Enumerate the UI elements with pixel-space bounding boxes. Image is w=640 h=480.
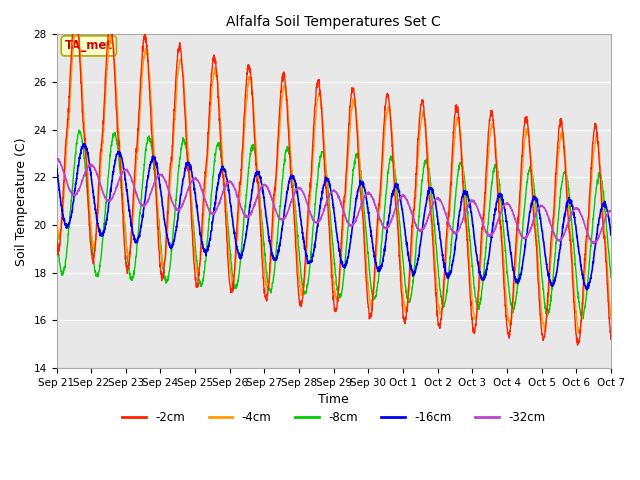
- Y-axis label: Soil Temperature (C): Soil Temperature (C): [15, 137, 28, 265]
- Legend: -2cm, -4cm, -8cm, -16cm, -32cm: -2cm, -4cm, -8cm, -16cm, -32cm: [117, 407, 550, 429]
- Text: TA_met: TA_met: [65, 39, 113, 52]
- X-axis label: Time: Time: [318, 394, 349, 407]
- Title: Alfalfa Soil Temperatures Set C: Alfalfa Soil Temperatures Set C: [227, 15, 441, 29]
